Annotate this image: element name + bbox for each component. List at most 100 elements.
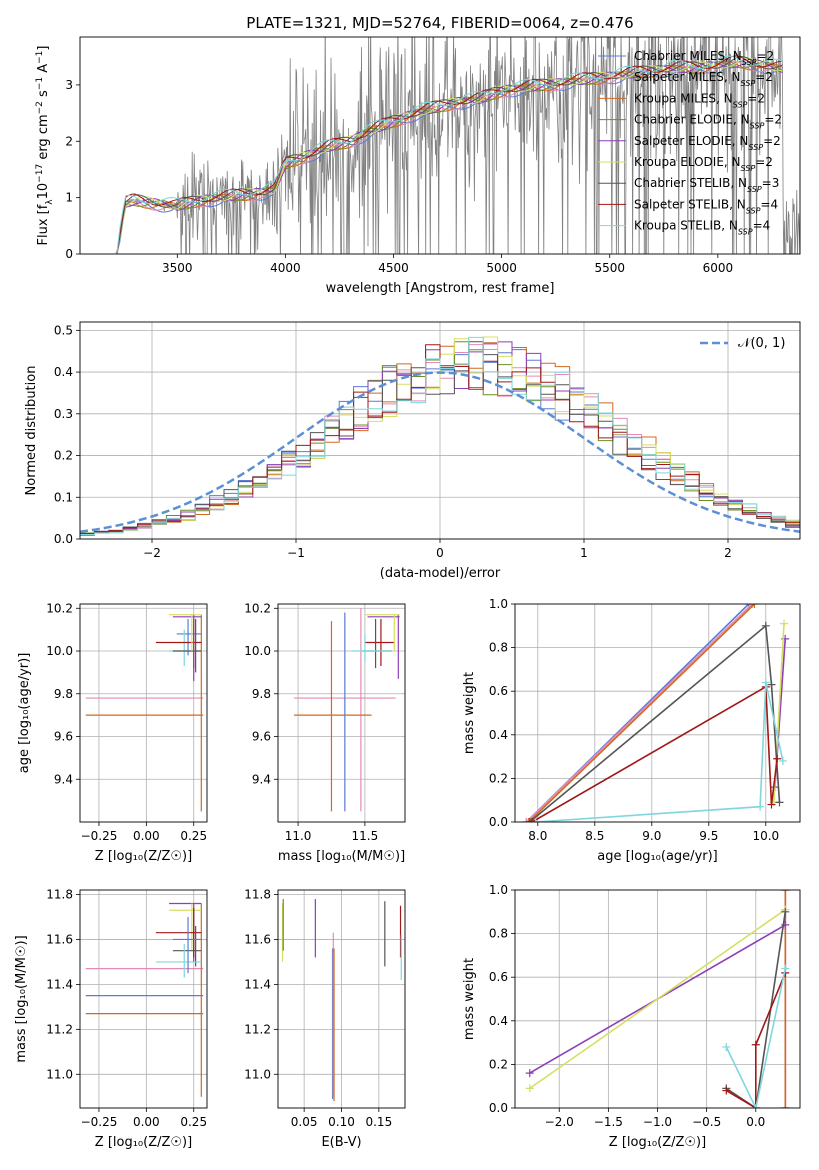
legend-sub: SSP xyxy=(741,79,756,88)
series-kroupa-miles-marker xyxy=(781,890,790,894)
x-tick-label: 3500 xyxy=(162,261,193,275)
legend-sub: SSP xyxy=(748,142,763,151)
series-salpeter-stelib-marker xyxy=(773,754,782,763)
x-tick-label: 9.5 xyxy=(699,829,718,843)
legend-sub: SSP xyxy=(738,227,753,236)
y-axis-label: mass [log₁₀(M/M☉)] xyxy=(14,935,29,1062)
label-part: −1 xyxy=(35,51,45,64)
panel-residuals: −2 −1 0 1 2 0.0 0.1 0.2 0.3 0.4 0.5 (data-model)/er… xyxy=(24,321,801,581)
plot-area xyxy=(80,604,207,822)
legend-label: Chabrier STELIB, NSSP=3 xyxy=(634,176,779,194)
x-tick-label: 5000 xyxy=(486,261,517,275)
series-chabrier-stelib-marker xyxy=(781,907,790,916)
y-axis-label: age [log₁₀(age/yr)] xyxy=(17,653,32,774)
legend-end: =2 xyxy=(755,155,773,169)
plot-area xyxy=(515,604,800,822)
model-line-salpeter-stelib xyxy=(116,55,783,254)
legend-sub: SSP xyxy=(741,164,756,173)
series-salpeter-stelib-marker xyxy=(751,1040,760,1049)
legend-main: Kroupa ELODIE, N xyxy=(634,155,741,169)
y-tick-label: 0.2 xyxy=(489,1057,508,1071)
legend-end: =4 xyxy=(760,197,778,211)
y-tick-label: 0.6 xyxy=(489,684,508,698)
label-part: −2 xyxy=(35,101,45,114)
legend-end: =2 xyxy=(763,134,781,148)
legend-label: 𝒩(0, 1) xyxy=(738,336,785,351)
series-chabrier-stelib xyxy=(725,911,787,1108)
plot-area xyxy=(515,890,800,1108)
y-tick-label: 11.8 xyxy=(46,887,73,901)
normal-curve xyxy=(80,371,800,533)
x-tick-label: −0.5 xyxy=(692,1115,721,1129)
y-tick-label: 11.4 xyxy=(244,977,271,991)
series-salpeter-miles xyxy=(525,604,753,822)
series-kroupa-stelib-marker xyxy=(778,756,787,765)
x-axis-label: E(B-V) xyxy=(321,1135,361,1150)
model-line-chabrier-stelib xyxy=(116,55,783,254)
y-tick-label: 0.8 xyxy=(489,641,508,655)
panel-mass-vs-ebv: 0.05 0.10 0.15 11.0 11.2 11.4 11.6 11.8 E(B-V) xyxy=(244,887,406,1150)
series-salpeter-stelib-marker xyxy=(722,1086,731,1095)
y-tick-label: 0.4 xyxy=(489,728,508,742)
panel-mass-vs-Z: −0.25 0.00 0.25 11.0 11.2 11.4 11.6 11.8 Z [log₁… xyxy=(14,887,208,1150)
legend-main: Salpeter ELODIE, N xyxy=(634,134,748,148)
y-tick-label: 0.0 xyxy=(489,1101,508,1115)
axes-frame xyxy=(79,889,208,1109)
x-tick-label: −1 xyxy=(287,546,305,560)
y-tick-label: 0.6 xyxy=(489,970,508,984)
series-kroupa-miles xyxy=(528,604,755,822)
legend-label: Salpeter STELIB, NSSP=4 xyxy=(634,197,778,215)
x-tick-label: 11.0 xyxy=(285,829,312,843)
y-tick-label: 1.0 xyxy=(489,883,508,897)
y-tick-label: 11.0 xyxy=(46,1067,73,1081)
x-tick-label: 8.0 xyxy=(528,829,547,843)
legend-label: Salpeter MILES, NSSP=2 xyxy=(634,70,773,88)
legend-main: Salpeter MILES, N xyxy=(634,70,741,84)
legend-end: =2 xyxy=(764,113,782,127)
y-tick-label: 9.4 xyxy=(54,772,73,786)
legend-end: =3 xyxy=(762,176,780,190)
x-tick-label: 2 xyxy=(724,546,732,560)
y-tick-label: 9.6 xyxy=(54,730,73,744)
series-kroupa-stelib xyxy=(725,968,787,1108)
y-tick-label: 0.2 xyxy=(54,449,73,463)
legend-end: =2 xyxy=(755,70,773,84)
panel-weight-vs-age: 8.0 8.5 9.0 9.5 10.0 0.0 0.2 0.4 0.6 0.8 1.0 age [l… xyxy=(462,597,801,864)
y-tick-label: 3 xyxy=(65,78,73,92)
panel-spectrum: 3500 4000 4500 5000 5500 6000 0 1 2 3 wavelength [… xyxy=(35,36,801,296)
y-tick-label: 11.4 xyxy=(46,977,73,991)
x-tick-label: 0.10 xyxy=(328,1115,355,1129)
model-line-kroupa-stelib xyxy=(116,55,783,254)
plot-area xyxy=(80,322,800,539)
x-tick-label: 6000 xyxy=(703,261,734,275)
y-axis-label: mass weight xyxy=(462,958,477,1040)
series-kroupa-miles-marker xyxy=(524,818,533,822)
label-part: Flux [f xyxy=(36,204,51,245)
axes-frame xyxy=(79,603,208,823)
y-tick-label: 10.2 xyxy=(244,601,271,615)
label-part: A xyxy=(36,64,51,77)
y-tick-label: 11.6 xyxy=(46,932,73,946)
x-axis-label: Z [log₁₀(Z/Z☉)] xyxy=(95,849,192,864)
series-chabrier-stelib-marker xyxy=(761,621,770,630)
x-tick-label: 0.05 xyxy=(291,1115,318,1129)
series-chabrier-stelib-marker xyxy=(775,798,784,807)
legend-end: =2 xyxy=(756,49,774,63)
series-salpeter-stelib-marker xyxy=(528,818,537,822)
y-tick-label: 0.2 xyxy=(489,771,508,785)
x-tick-label: −2 xyxy=(143,546,161,560)
y-tick-label: 9.6 xyxy=(252,730,271,744)
x-axis-label: mass [log₁₀(M/M☉)] xyxy=(278,849,405,864)
x-tick-label: −1.5 xyxy=(594,1115,623,1129)
axes-frame xyxy=(79,321,801,540)
model-line-kroupa-elodie xyxy=(116,57,783,254)
x-tick-label: 0 xyxy=(436,546,444,560)
label-part: s xyxy=(36,90,51,101)
x-tick-label: 0.25 xyxy=(180,829,207,843)
y-tick-label: 10.0 xyxy=(46,644,73,658)
label-part: −1 xyxy=(35,77,45,90)
legend-label: Salpeter ELODIE, NSSP=2 xyxy=(634,134,781,152)
y-tick-label: 9.8 xyxy=(54,687,73,701)
